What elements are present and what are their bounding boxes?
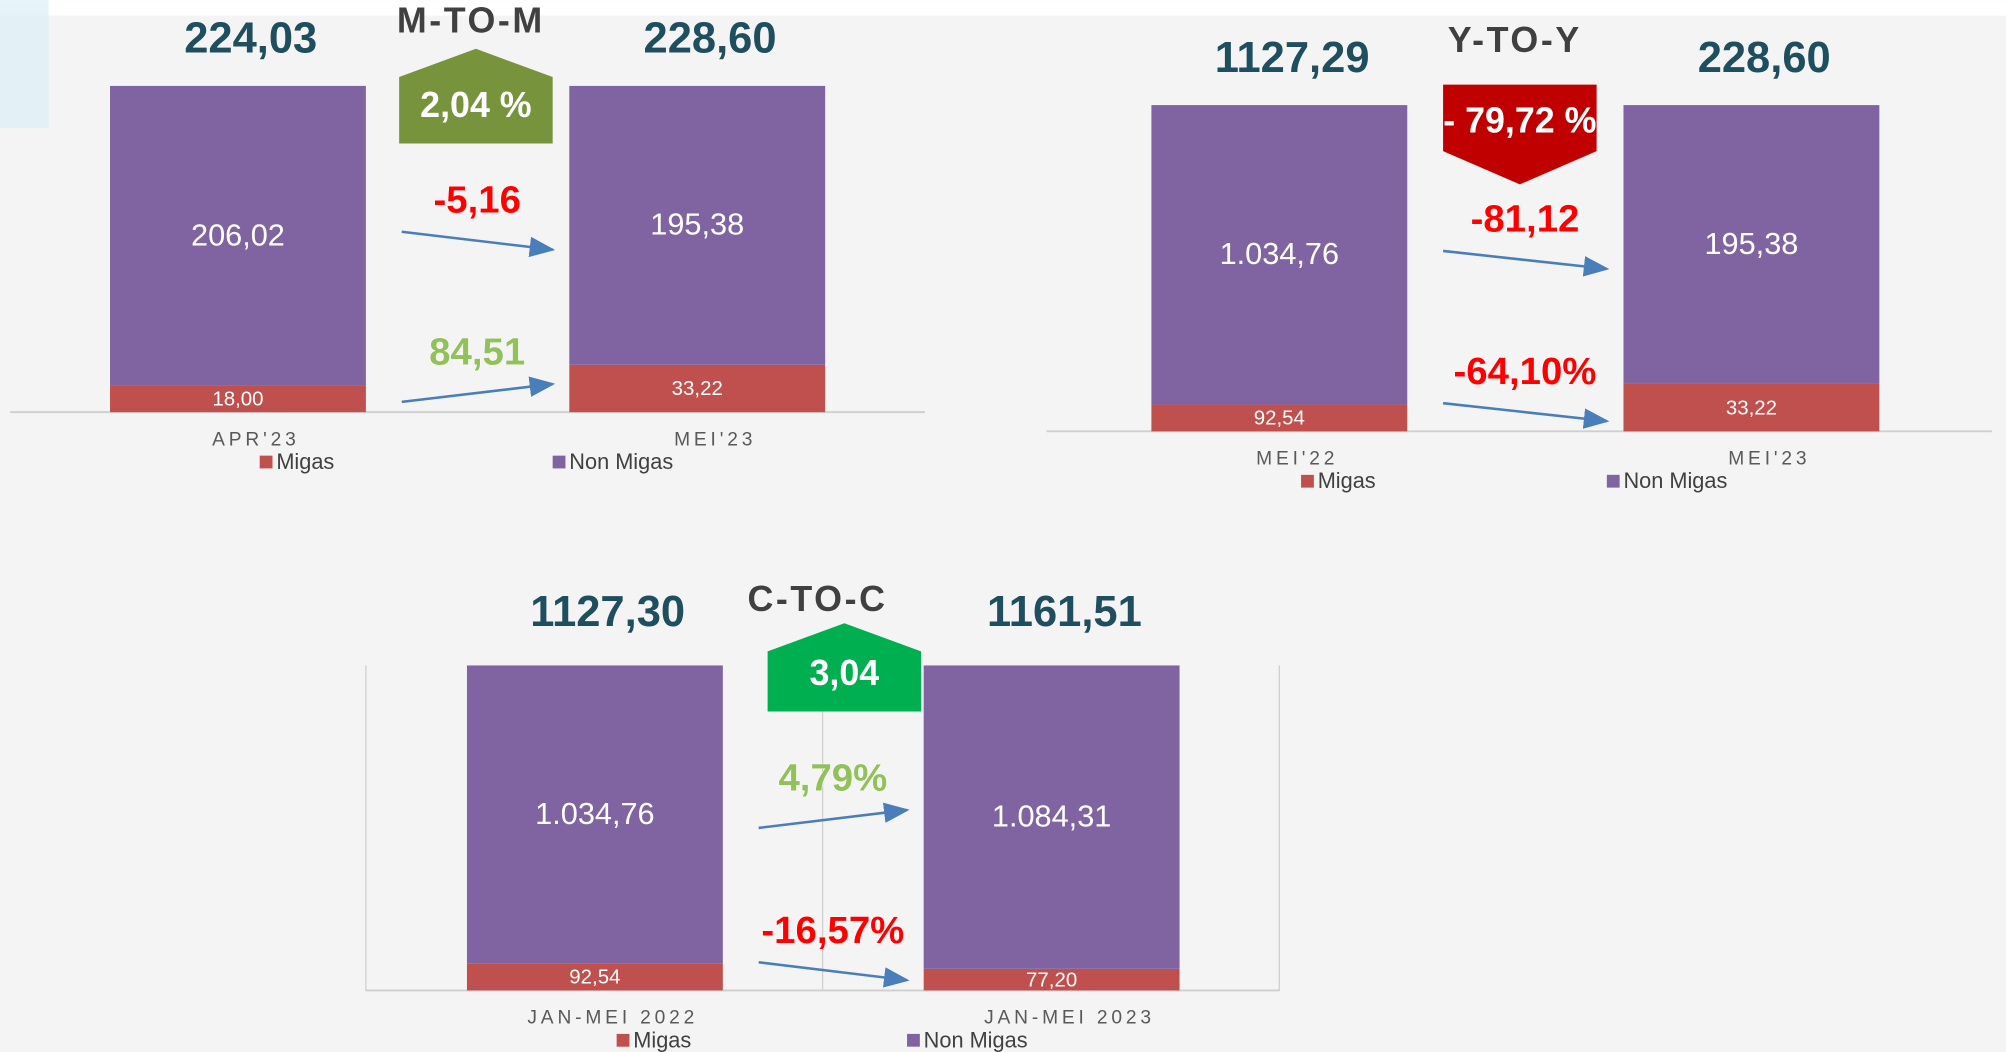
change-label: -16,57% (761, 909, 904, 952)
value-label: 195,38 (650, 207, 744, 242)
total-label: 1127,29 (1215, 34, 1370, 82)
bar-segment (923, 665, 1180, 969)
total-label: 1127,30 (530, 588, 685, 636)
legend-swatch (616, 1033, 630, 1047)
badge-label: 2,04 % (420, 85, 532, 125)
bar-segment (923, 968, 1180, 991)
change-arrow (1442, 249, 1610, 277)
bar-segment (1623, 383, 1880, 432)
change-arrow (1442, 401, 1610, 429)
bar-segment (569, 85, 826, 365)
badge (1443, 84, 1597, 185)
change-arrow (758, 802, 910, 830)
total-label: 1161,51 (987, 588, 1142, 636)
x-tick-label: APR'23 (212, 429, 300, 450)
legend-label: Migas (1318, 468, 1376, 493)
value-label: 1.034,76 (535, 796, 654, 831)
change-label: 84,51 (429, 331, 525, 374)
legend-swatch (1606, 474, 1620, 488)
legend-swatch (259, 455, 273, 469)
value-label: 18,00 (212, 388, 263, 411)
badge (399, 48, 553, 144)
change-arrow (401, 230, 556, 258)
value-label: 33,22 (1726, 396, 1777, 419)
badge-label: 3,04 (810, 653, 880, 693)
badge-label: - 79,72 % (1443, 100, 1596, 140)
top-band (0, 0, 2006, 16)
total-label: 228,60 (1698, 34, 1831, 82)
value-label: 195,38 (1704, 226, 1798, 261)
bar-segment (569, 364, 826, 413)
legend-label: Non Migas (569, 449, 673, 474)
value-label: 33,22 (672, 377, 723, 400)
value-label: 1.034,76 (1220, 236, 1339, 271)
legend-swatch (552, 455, 566, 469)
value-label: 206,02 (191, 217, 285, 252)
total-label: 224,03 (184, 15, 317, 63)
value-label: 92,54 (569, 966, 620, 989)
bar-segment (466, 665, 723, 964)
bar-segment (110, 385, 366, 413)
value-label: 92,54 (1254, 407, 1305, 430)
value-label: 1.084,31 (992, 799, 1111, 834)
bar-segment (1151, 404, 1408, 432)
badge (767, 623, 922, 712)
bar-segment (1623, 105, 1880, 384)
x-tick-label: MEI'22 (1256, 449, 1338, 470)
chart-title: M-TO-M (397, 1, 545, 41)
chart-title: C-TO-C (747, 579, 887, 619)
legend-swatch (907, 1033, 920, 1047)
chart-title: Y-TO-Y (1448, 20, 1582, 60)
change-label: -64,10% (1454, 350, 1597, 393)
change-label: -81,12 (1471, 198, 1580, 241)
x-tick-label: JAN-MEI 2022 (527, 1008, 698, 1029)
legend-label: Non Migas (1623, 468, 1727, 493)
legend-label: Migas (276, 449, 334, 474)
legend-label: Non Migas (924, 1027, 1028, 1052)
bar-segment (110, 85, 366, 386)
change-label: -5,16 (433, 178, 520, 221)
total-label: 228,60 (644, 15, 777, 63)
value-label: 77,20 (1026, 968, 1077, 991)
change-label: 4,79% (778, 757, 887, 800)
change-arrow (758, 960, 910, 988)
bar-segment (466, 963, 723, 991)
legend-label: Migas (633, 1027, 691, 1052)
legend-swatch (1301, 474, 1314, 488)
x-tick-label: MEI'23 (674, 429, 756, 450)
bar-segment (1151, 105, 1408, 405)
change-arrow (401, 376, 556, 404)
x-tick-label: JAN-MEI 2023 (984, 1008, 1155, 1029)
decor (0, 0, 49, 129)
x-tick-label: MEI'23 (1728, 449, 1810, 470)
